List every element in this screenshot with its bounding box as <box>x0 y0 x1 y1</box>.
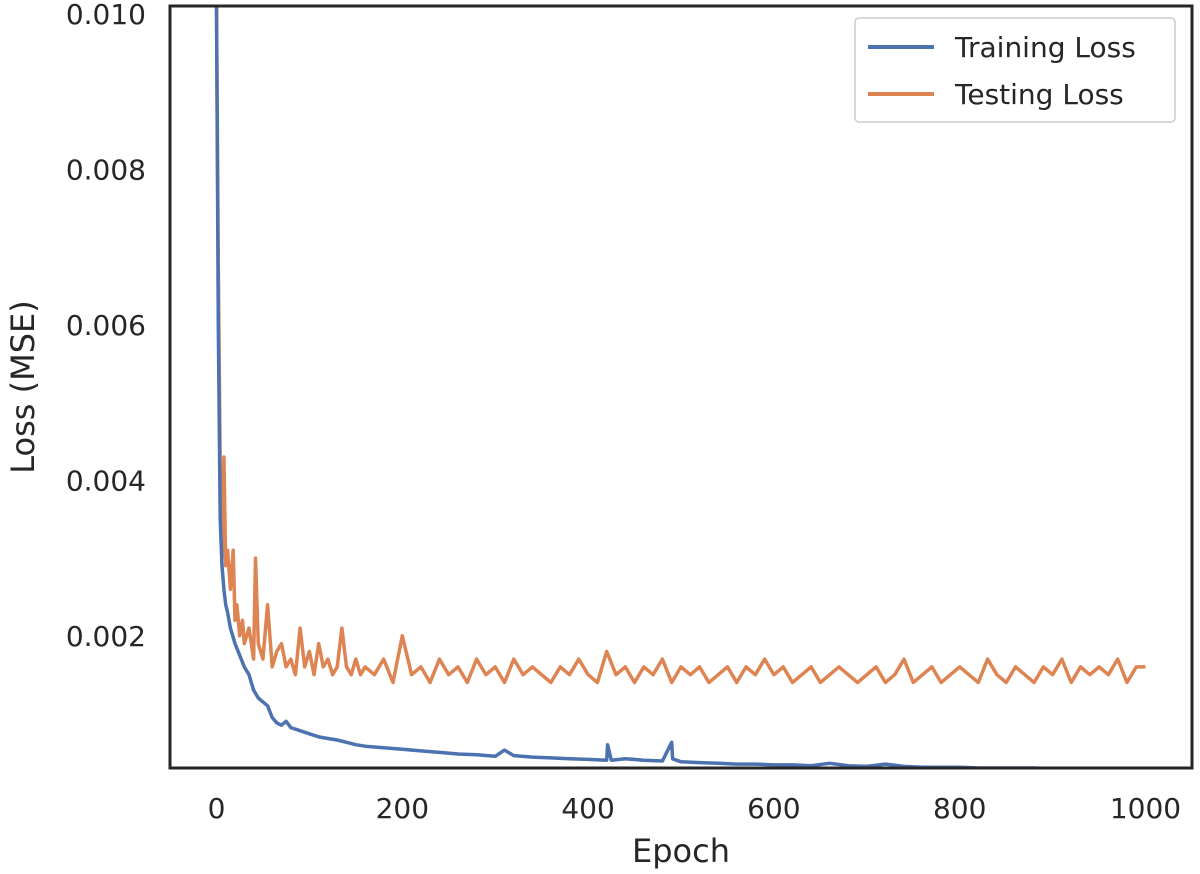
x-axis-title: Epoch <box>632 832 730 870</box>
axes-frame <box>168 4 1194 770</box>
y-axis-ticks: 0.002 0.004 0.006 0.008 0.010 <box>66 0 146 653</box>
legend-label-testing: Testing Loss <box>954 78 1124 111</box>
x-tick-label: 600 <box>747 792 800 825</box>
x-axis-ticks: 0 200 400 600 800 1000 <box>208 792 1182 825</box>
x-tick-label: 200 <box>376 792 429 825</box>
legend: Training Loss Testing Loss <box>854 17 1176 123</box>
x-tick-label: 400 <box>561 792 614 825</box>
legend-label-training: Training Loss <box>954 31 1136 64</box>
y-axis-title: Loss (MSE) <box>4 300 42 473</box>
y-tick-label: 0.008 <box>66 153 146 186</box>
x-tick-label: 0 <box>208 792 226 825</box>
legend-box <box>854 17 1176 123</box>
x-tick-label: 800 <box>933 792 986 825</box>
x-tick-label: 1000 <box>1110 792 1181 825</box>
y-tick-label: 0.002 <box>66 620 146 653</box>
y-tick-label: 0.010 <box>66 0 146 31</box>
series-line-testing-loss <box>214 6 1146 685</box>
y-tick-label: 0.006 <box>66 309 146 342</box>
y-tick-label: 0.004 <box>66 464 146 497</box>
